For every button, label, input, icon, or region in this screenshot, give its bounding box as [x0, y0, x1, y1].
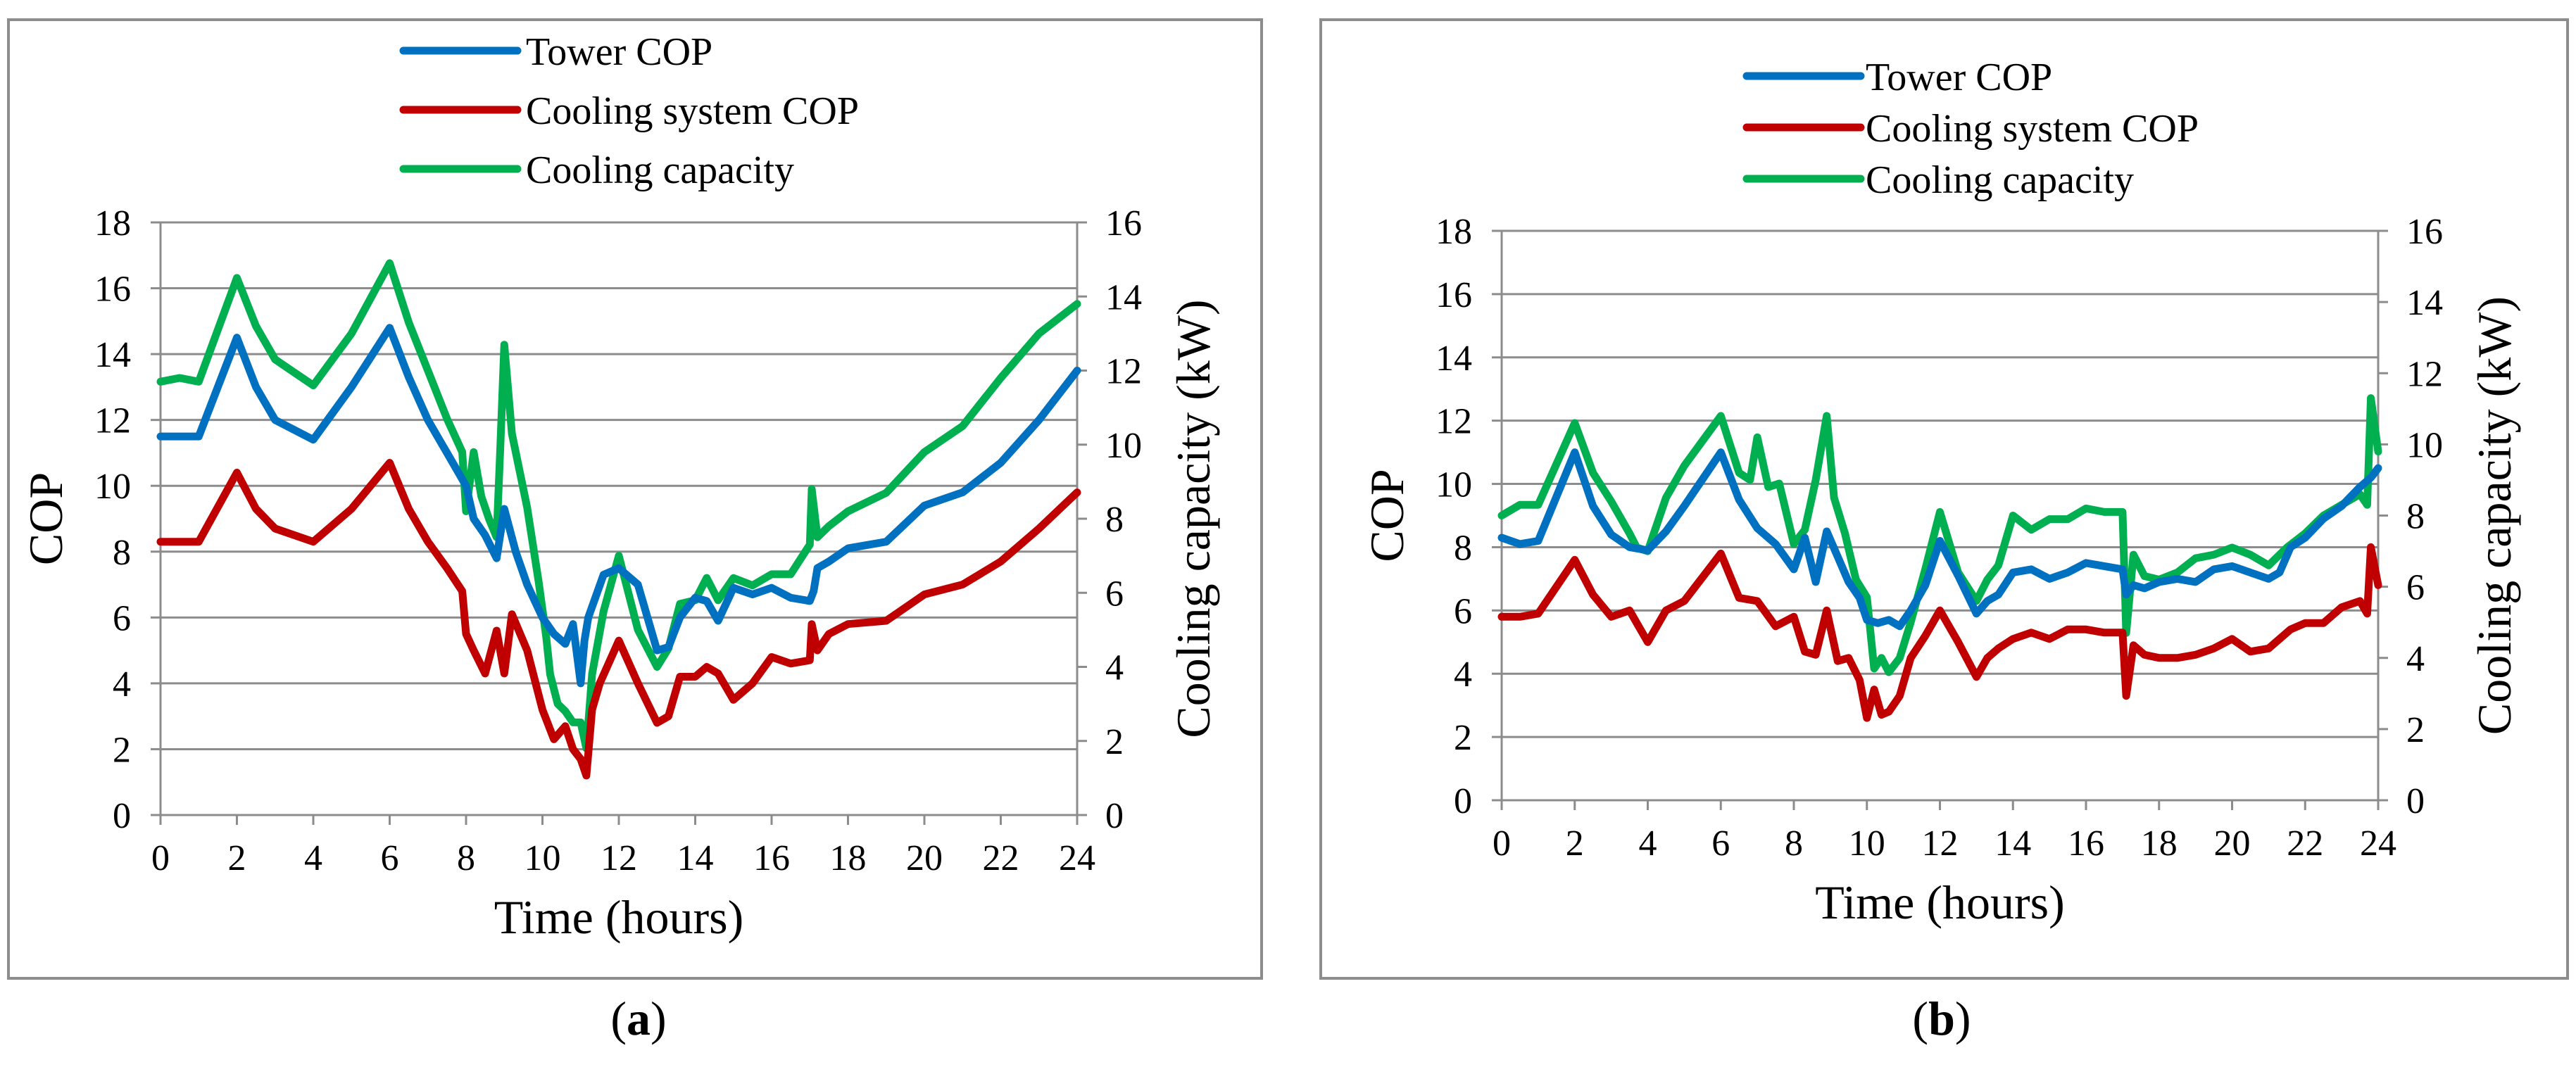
x-tick-label: 12	[601, 838, 637, 878]
panel-label: (a)	[610, 992, 666, 1045]
x-tick-label: 18	[830, 838, 867, 878]
y2-axis-title: Cooling capacity (kW)	[2468, 296, 2521, 735]
x-tick-label: 22	[983, 838, 1019, 878]
y-tick-label: 10	[1435, 465, 1472, 505]
x-tick-label: 18	[2141, 823, 2178, 864]
y-tick-label: 12	[94, 401, 131, 441]
y-tick-label: 2	[113, 730, 131, 770]
y2-axis-title: Cooling capacity (kW)	[1167, 299, 1220, 738]
x-tick-label: 8	[1785, 823, 1803, 864]
x-tick-label: 10	[1849, 823, 1885, 864]
y-tick-label: 2	[1454, 718, 1472, 758]
x-tick-label: 22	[2287, 823, 2323, 864]
series-line-tower-cop	[156, 324, 1081, 688]
y-tick-label: 4	[1454, 655, 1472, 695]
y2-tick-label: 16	[2406, 212, 2443, 252]
x-tick-label: 0	[151, 838, 170, 878]
y-axis-title: COP	[1360, 469, 1414, 562]
legend-label: Cooling capacity	[526, 149, 794, 192]
y-tick-label: 0	[113, 796, 131, 836]
series-line-cooling-capacity	[1497, 394, 2382, 676]
x-tick-label: 24	[1059, 838, 1095, 878]
y2-tick-label: 8	[2406, 497, 2425, 537]
series-line-cooling-capacity	[156, 259, 1081, 752]
y2-tick-label: 6	[1105, 574, 1124, 614]
x-tick-label: 14	[1994, 823, 2031, 864]
y-tick-label: 18	[94, 203, 131, 244]
legend-label: Cooling system COP	[1866, 107, 2199, 151]
x-tick-label: 4	[304, 838, 322, 878]
y-tick-label: 6	[1454, 591, 1472, 631]
x-axis-title: Time (hours)	[494, 890, 744, 944]
y2-tick-label: 4	[2406, 639, 2425, 679]
panel-label-open: (	[1912, 992, 1928, 1045]
y-axis-title: COP	[19, 472, 73, 565]
series-line-tower-cop	[1497, 448, 2382, 631]
x-tick-label: 14	[677, 838, 714, 878]
x-tick-label: 0	[1493, 823, 1511, 864]
y-tick-label: 6	[113, 598, 131, 638]
panel-label-close: )	[1955, 992, 1971, 1045]
panel-label: (b)	[1912, 992, 1971, 1045]
legend-label: Tower COP	[526, 30, 712, 74]
x-tick-label: 6	[1711, 823, 1730, 864]
x-tick-label: 24	[2360, 823, 2396, 864]
x-tick-label: 6	[381, 838, 399, 878]
y2-tick-label: 2	[1105, 722, 1124, 762]
legend-label: Cooling capacity	[1866, 158, 2134, 202]
x-tick-label: 10	[524, 838, 561, 878]
series-line-cooling-system-cop	[1497, 543, 2382, 722]
y2-tick-label: 14	[2406, 283, 2443, 323]
panel-label-open: (	[610, 992, 627, 1045]
y-tick-label: 16	[1435, 275, 1472, 315]
y2-tick-label: 12	[2406, 354, 2443, 394]
y-tick-label: 16	[94, 270, 131, 310]
y-tick-label: 12	[1435, 402, 1472, 442]
panel-label-letter: a	[627, 992, 651, 1045]
y-tick-label: 18	[1435, 212, 1472, 252]
x-tick-label: 8	[457, 838, 475, 878]
y2-tick-label: 10	[1105, 426, 1142, 466]
y2-tick-label: 0	[1105, 796, 1124, 836]
y2-tick-label: 10	[2406, 425, 2443, 465]
x-tick-label: 16	[753, 838, 790, 878]
y-tick-label: 8	[113, 533, 131, 573]
y2-tick-label: 2	[2406, 710, 2425, 750]
panel-label-close: )	[651, 992, 667, 1045]
y-tick-label: 14	[94, 335, 131, 375]
y2-tick-label: 4	[1105, 648, 1124, 688]
panel-label-letter: b	[1928, 992, 1955, 1045]
y-tick-label: 0	[1454, 781, 1472, 821]
chart-frame	[7, 18, 1263, 980]
y-tick-label: 14	[1435, 339, 1472, 379]
y2-tick-label: 8	[1105, 500, 1124, 540]
x-tick-label: 12	[1922, 823, 1959, 864]
x-tick-label: 20	[906, 838, 943, 878]
series-line-cooling-system-cop	[156, 459, 1081, 780]
y-tick-label: 10	[94, 467, 131, 507]
legend-label: Tower COP	[1866, 56, 2052, 99]
x-tick-label: 4	[1639, 823, 1657, 864]
y2-tick-label: 16	[1105, 203, 1142, 244]
y2-tick-label: 12	[1105, 352, 1142, 392]
y-tick-label: 8	[1454, 528, 1472, 568]
y2-tick-label: 6	[2406, 568, 2425, 608]
x-tick-label: 16	[2068, 823, 2104, 864]
legend-label: Cooling system COP	[526, 89, 859, 133]
x-tick-label: 2	[228, 838, 246, 878]
y2-tick-label: 0	[2406, 781, 2425, 821]
y-tick-label: 4	[113, 664, 131, 705]
x-axis-title: Time (hours)	[1815, 876, 2065, 929]
x-tick-label: 20	[2214, 823, 2251, 864]
y2-tick-label: 14	[1105, 277, 1142, 317]
x-tick-label: 2	[1566, 823, 1584, 864]
